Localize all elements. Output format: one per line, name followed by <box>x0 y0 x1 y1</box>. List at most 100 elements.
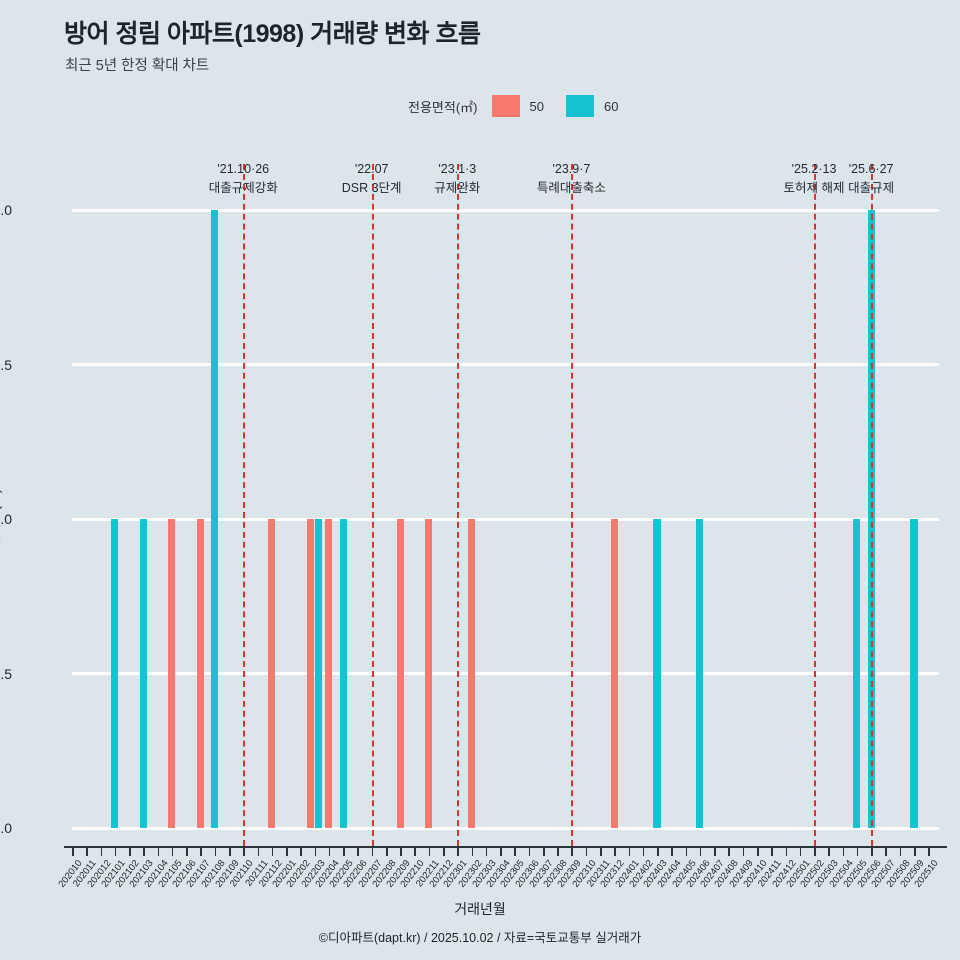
x-tick <box>871 846 873 856</box>
x-tick <box>899 846 902 856</box>
bar-50[interactable] <box>306 519 314 828</box>
y-tick-label: 0.5 <box>0 665 12 682</box>
gridline <box>72 672 939 675</box>
x-tick <box>72 846 74 856</box>
x-tick <box>257 846 260 856</box>
x-tick <box>357 846 359 856</box>
x-tick <box>785 846 788 856</box>
legend-swatch-50 <box>491 95 520 117</box>
legend-item-60[interactable]: 60 <box>565 95 640 117</box>
x-tick <box>228 846 231 856</box>
bar-50[interactable] <box>268 519 276 828</box>
legend-swatch-60 <box>565 95 594 117</box>
x-tick <box>928 846 930 856</box>
x-tick <box>243 846 245 856</box>
bar-60[interactable] <box>853 519 861 828</box>
x-tick <box>885 846 887 856</box>
annotation-date: '23.9·7 <box>552 162 591 176</box>
bar-60[interactable] <box>910 519 918 828</box>
annotation-label: '23.9·7 특례대출축소 <box>537 160 606 199</box>
annotation-text: 토허제 해제 <box>783 181 845 196</box>
x-tick <box>528 846 531 856</box>
bar-60[interactable] <box>139 519 147 828</box>
annotation-label: '23.1·3 규제완화 <box>434 160 480 199</box>
bar-60[interactable] <box>211 210 219 828</box>
x-axis-line <box>64 846 947 848</box>
x-tick <box>742 846 745 856</box>
x-tick <box>300 846 302 856</box>
bar-60[interactable] <box>111 519 119 828</box>
x-tick <box>814 846 816 856</box>
bar-50[interactable] <box>168 519 176 828</box>
annotation-text: 특례대출축소 <box>536 181 606 196</box>
annotation-label: '21.10·26 대출규제강화 <box>209 160 278 199</box>
bar-50[interactable] <box>425 519 433 828</box>
x-tick <box>728 846 730 856</box>
x-tick <box>542 846 545 856</box>
plot-area <box>72 208 939 830</box>
bar-50[interactable] <box>396 519 404 828</box>
x-tick <box>414 846 417 856</box>
bar-60[interactable] <box>339 519 347 828</box>
legend-item-50[interactable]: 50 <box>491 95 566 117</box>
x-tick <box>371 846 374 856</box>
x-tick <box>385 846 388 856</box>
x-tick <box>114 846 117 856</box>
x-tick <box>856 846 859 856</box>
x-tick <box>799 846 802 856</box>
bar-50[interactable] <box>610 519 618 828</box>
bar-50[interactable] <box>325 519 333 828</box>
gridline <box>72 517 939 521</box>
annotation-line <box>871 164 874 846</box>
x-tick <box>756 846 759 856</box>
bar-50[interactable] <box>467 519 476 828</box>
legend-label-60: 60 <box>603 98 619 114</box>
annotation-line <box>457 164 460 846</box>
annotation-line <box>243 164 246 846</box>
annotation-text: 규제완화 <box>434 181 481 196</box>
annotation-label: '25.2·13 토허제 해제 <box>784 160 845 199</box>
x-tick <box>100 846 103 856</box>
legend-label-50: 50 <box>529 98 544 114</box>
x-tick <box>913 846 916 856</box>
x-tick <box>200 846 203 856</box>
x-tick <box>571 846 574 856</box>
x-tick <box>500 846 502 856</box>
annotation-label: '25.6·27 대출규제 <box>848 160 894 199</box>
annotation-date: '25.6·27 <box>848 162 894 176</box>
annotation-date: '25.2·13 <box>791 162 837 176</box>
annotation-date: '22.07 <box>354 162 389 176</box>
bar-50[interactable] <box>196 519 205 828</box>
annotation-date: '21.10·26 <box>217 162 270 176</box>
x-tick <box>186 846 188 856</box>
gridline <box>72 363 939 366</box>
x-tick <box>471 846 474 856</box>
x-tick <box>271 846 274 856</box>
x-tick <box>514 846 516 856</box>
bar-60[interactable] <box>653 519 661 828</box>
x-tick <box>343 846 345 856</box>
annotation-text: 대출규제강화 <box>208 181 278 196</box>
x-tick <box>699 846 702 856</box>
x-tick <box>214 846 217 856</box>
y-tick-label: 1.5 <box>0 356 12 373</box>
page-subtitle: 최근 5년 한정 확대 차트 <box>65 58 210 74</box>
y-tick-label: 0.0 <box>0 820 12 836</box>
annotation-text: 대출규제 <box>848 181 895 196</box>
x-tick <box>614 846 616 856</box>
bar-60[interactable] <box>315 519 323 828</box>
gridline <box>72 826 939 830</box>
x-tick <box>314 846 317 856</box>
bar-60[interactable] <box>696 519 704 828</box>
x-tick <box>86 846 88 856</box>
x-tick <box>828 846 830 856</box>
x-tick <box>771 846 773 856</box>
x-tick <box>157 846 160 856</box>
annotation-text: DSR 3단계 <box>341 181 402 196</box>
x-axis-label: 거래년월 <box>454 901 506 917</box>
x-tick <box>400 846 402 856</box>
x-tick <box>714 846 716 856</box>
x-tick <box>129 846 131 856</box>
annotation-line <box>371 164 374 846</box>
